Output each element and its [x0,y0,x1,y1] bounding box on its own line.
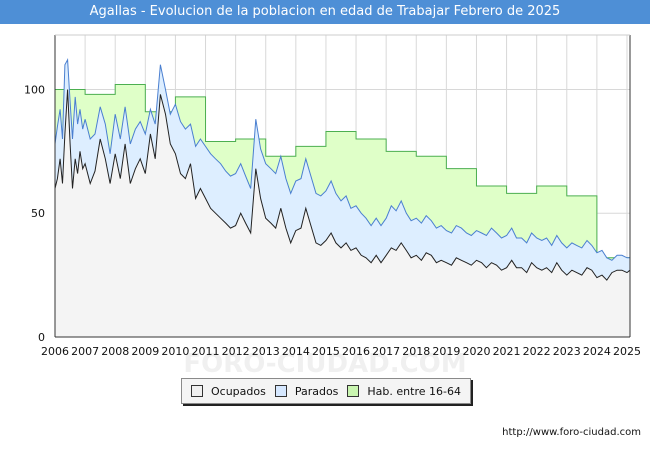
legend-swatch-parados [274,385,287,397]
legend-label-ocupados: Ocupados [210,384,266,398]
x-tick-label-2015: 2015 [312,345,340,358]
series-ocupados-line [54,89,631,281]
x-tick-label-2024: 2024 [583,345,611,358]
x-tick-label-2019: 2019 [432,345,460,358]
watermark: FORO-CIUDAD.COM [183,349,466,379]
y-tick-label-50: 50 [31,207,45,220]
y-tick-label-0: 0 [38,331,45,344]
x-tick-label-2022: 2022 [523,345,551,358]
x-tick-label-2011: 2011 [192,345,220,358]
x-tick-label-2009: 2009 [131,345,159,358]
legend-label-hab: Hab. entre 16-64 [367,384,461,398]
x-tick-label-2016: 2016 [342,345,370,358]
legend: Ocupados Parados Hab. entre 16-64 [181,378,471,404]
legend-swatch-hab [347,385,360,397]
legend-item-hab: Hab. entre 16-64 [347,385,461,398]
x-tick-label-2006: 2006 [41,345,69,358]
x-tick-label-2012: 2012 [222,345,250,358]
series-hab-line [55,84,631,263]
legend-label-parados: Parados [294,384,339,398]
x-tick-label-2025: 2025 [613,345,641,358]
x-tick-label-2017: 2017 [372,345,400,358]
y-axis-ticks: 0 50 100 [24,83,45,344]
chart-title: Agallas - Evolucion de la poblacion en e… [0,0,650,24]
legend-swatch-ocupados [190,385,203,397]
series-parados-line [54,58,630,261]
axes [54,34,631,338]
x-axis-ticks: 2006 2007 2008 2009 2010 2011 2012 2013 2014 2015… [41,345,641,358]
x-tick-label-2013: 2013 [252,345,280,358]
source-url[interactable]: http://www.foro-ciudad.com [502,427,641,438]
legend-item-parados: Parados [274,384,339,398]
x-tick-label-2020: 2020 [462,345,490,358]
legend-item-ocupados: Ocupados [190,384,266,398]
x-tick-label-2014: 2014 [282,345,310,358]
y-tick-label-100: 100 [24,83,45,96]
x-tick-label-2023: 2023 [553,345,581,358]
x-tick-label-2007: 2007 [71,345,99,358]
series-ocupados-area [55,89,630,337]
x-tick-label-2021: 2021 [493,345,521,358]
x-tick-label-2010: 2010 [161,345,189,358]
x-tick-label-2018: 2018 [402,345,430,358]
x-tick-label-2008: 2008 [101,345,129,358]
series-areas [54,58,631,338]
